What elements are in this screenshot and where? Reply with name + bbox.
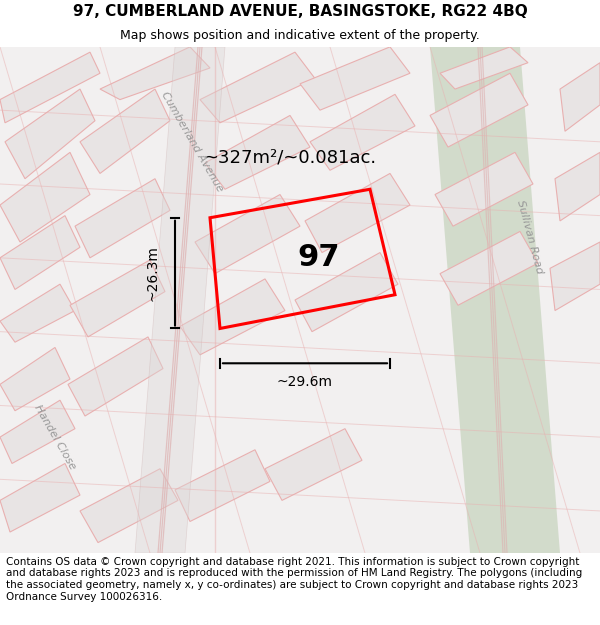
Polygon shape: [0, 284, 75, 342]
Text: Cumberland Avenue: Cumberland Avenue: [159, 90, 225, 194]
Text: 97: 97: [298, 243, 340, 272]
Polygon shape: [0, 348, 70, 411]
Polygon shape: [5, 89, 95, 179]
Polygon shape: [205, 116, 310, 189]
Text: Handel Close: Handel Close: [32, 403, 77, 471]
Polygon shape: [440, 47, 528, 89]
Polygon shape: [305, 173, 410, 253]
Text: Map shows position and indicative extent of the property.: Map shows position and indicative extent…: [120, 29, 480, 42]
Polygon shape: [0, 464, 80, 532]
Polygon shape: [80, 89, 170, 173]
Polygon shape: [430, 47, 560, 553]
Polygon shape: [80, 469, 178, 542]
Polygon shape: [0, 47, 600, 553]
Polygon shape: [430, 73, 528, 147]
Polygon shape: [100, 47, 210, 99]
Polygon shape: [180, 279, 285, 355]
Polygon shape: [75, 179, 170, 258]
Polygon shape: [175, 450, 270, 521]
Text: ~327m²/~0.081ac.: ~327m²/~0.081ac.: [203, 149, 377, 167]
Polygon shape: [135, 47, 225, 553]
Polygon shape: [310, 94, 415, 170]
Text: ~26.3m: ~26.3m: [146, 245, 160, 301]
Polygon shape: [555, 152, 600, 221]
Polygon shape: [68, 337, 163, 416]
Polygon shape: [265, 429, 362, 501]
Polygon shape: [560, 62, 600, 131]
Text: Contains OS data © Crown copyright and database right 2021. This information is : Contains OS data © Crown copyright and d…: [6, 557, 582, 601]
Polygon shape: [0, 400, 75, 464]
Polygon shape: [0, 52, 100, 122]
Polygon shape: [70, 260, 165, 337]
Polygon shape: [550, 242, 600, 311]
Text: Sullivan Road: Sullivan Road: [515, 199, 545, 275]
Polygon shape: [440, 231, 538, 305]
Polygon shape: [435, 152, 533, 226]
Polygon shape: [295, 253, 398, 332]
Polygon shape: [0, 216, 80, 289]
Polygon shape: [0, 152, 90, 242]
Text: ~29.6m: ~29.6m: [277, 375, 333, 389]
Text: 97, CUMBERLAND AVENUE, BASINGSTOKE, RG22 4BQ: 97, CUMBERLAND AVENUE, BASINGSTOKE, RG22…: [73, 4, 527, 19]
Polygon shape: [195, 194, 300, 274]
Polygon shape: [200, 52, 315, 122]
Polygon shape: [300, 47, 410, 110]
